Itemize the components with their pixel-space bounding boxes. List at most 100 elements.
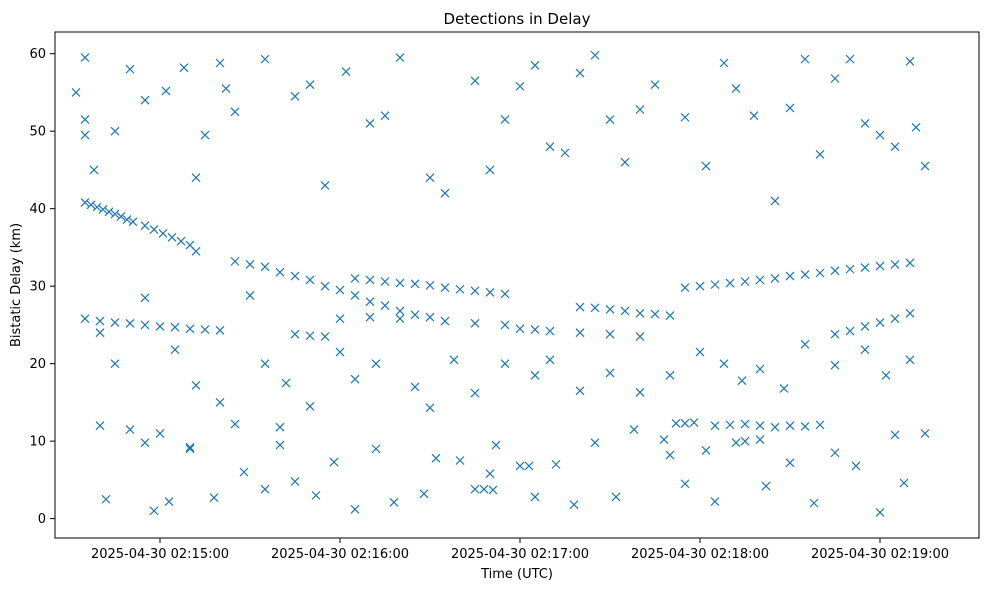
data-point: [545, 142, 555, 152]
x-tick-label: 2025-04-30 02:18:00: [631, 547, 769, 562]
data-point: [350, 374, 360, 384]
data-point: [755, 421, 765, 431]
data-point: [905, 57, 915, 66]
data-point: [695, 347, 705, 357]
data-point: [125, 64, 135, 74]
data-point: [425, 312, 435, 322]
data-point: [365, 297, 375, 307]
x-tick-label: 2025-04-30 02:19:00: [811, 547, 949, 562]
data-point: [500, 320, 510, 330]
data-point: [425, 403, 435, 413]
data-point: [680, 418, 690, 428]
data-point: [890, 260, 900, 269]
data-point: [419, 489, 429, 499]
data-point: [170, 345, 180, 355]
data-point: [800, 339, 810, 349]
data-point: [155, 428, 165, 438]
data-point: [380, 111, 390, 121]
data-point: [365, 312, 375, 322]
data-point: [470, 484, 480, 494]
data-point: [140, 293, 150, 303]
data-point: [881, 370, 891, 380]
data-point: [209, 493, 219, 503]
data-point: [89, 165, 99, 175]
data-point: [800, 270, 810, 279]
data-point: [665, 450, 675, 460]
data-point: [260, 484, 270, 494]
data-point: [440, 316, 450, 326]
data-point: [191, 246, 201, 256]
data-point: [899, 478, 909, 488]
data-point: [689, 418, 699, 427]
data-point: [920, 428, 930, 438]
data-point: [710, 497, 720, 507]
data-point: [104, 207, 114, 217]
data-point: [290, 477, 300, 486]
data-point: [665, 370, 675, 380]
data-point: [845, 326, 855, 336]
data-point: [239, 467, 249, 477]
data-point: [80, 53, 90, 62]
data-point: [380, 277, 390, 286]
data-point: [371, 444, 381, 454]
data-point: [95, 328, 105, 338]
data-point: [440, 188, 450, 198]
data-point: [470, 318, 480, 328]
data-point: [380, 301, 390, 310]
data-point: [605, 304, 615, 314]
data-point: [185, 324, 195, 334]
data-point: [545, 355, 555, 365]
data-point: [329, 457, 339, 467]
y-axis-label: Bistatic Delay (km): [9, 223, 24, 347]
data-point: [875, 130, 885, 140]
x-axis-label: Time (UTC): [480, 567, 553, 582]
data-point: [260, 54, 270, 64]
data-point: [680, 479, 690, 489]
data-point: [335, 285, 345, 295]
data-point: [140, 438, 150, 448]
y-tick-label: 60: [29, 47, 46, 62]
data-point: [140, 95, 150, 105]
data-point: [770, 273, 780, 283]
data-point: [320, 281, 330, 291]
y-axis: 0 10 20 30 40 50 60: [29, 47, 55, 527]
data-point: [92, 202, 102, 212]
y-tick-label: 20: [29, 357, 46, 372]
data-point: [650, 80, 660, 90]
data-point: [530, 325, 540, 334]
data-point: [500, 289, 510, 299]
data-point: [341, 67, 351, 76]
x-tick-label: 2025-04-30 02:15:00: [91, 547, 229, 562]
data-point: [590, 438, 600, 448]
data-point: [755, 435, 765, 445]
data-point: [455, 456, 465, 465]
data-point: [830, 74, 840, 83]
data-point: [389, 497, 399, 507]
data-point: [281, 378, 291, 388]
data-point: [410, 279, 420, 289]
data-point: [350, 273, 360, 283]
data-point: [560, 148, 570, 158]
data-point: [590, 50, 600, 60]
data-point: [515, 324, 525, 334]
data-point: [128, 217, 138, 227]
data-point: [80, 314, 90, 324]
data-point: [470, 76, 480, 86]
data-point: [770, 196, 780, 206]
data-point: [860, 322, 870, 331]
data-point: [320, 332, 330, 341]
data-point: [515, 81, 525, 91]
data-point: [110, 209, 120, 219]
data-point: [731, 84, 741, 93]
data-point: [176, 236, 186, 246]
data-point: [95, 421, 105, 431]
data-point: [305, 275, 315, 285]
data-point: [80, 115, 90, 124]
data-point: [155, 322, 165, 331]
data-point: [800, 421, 810, 431]
data-point: [485, 287, 495, 297]
data-point: [575, 68, 585, 78]
data-point: [101, 494, 111, 504]
data-point: [305, 331, 315, 341]
